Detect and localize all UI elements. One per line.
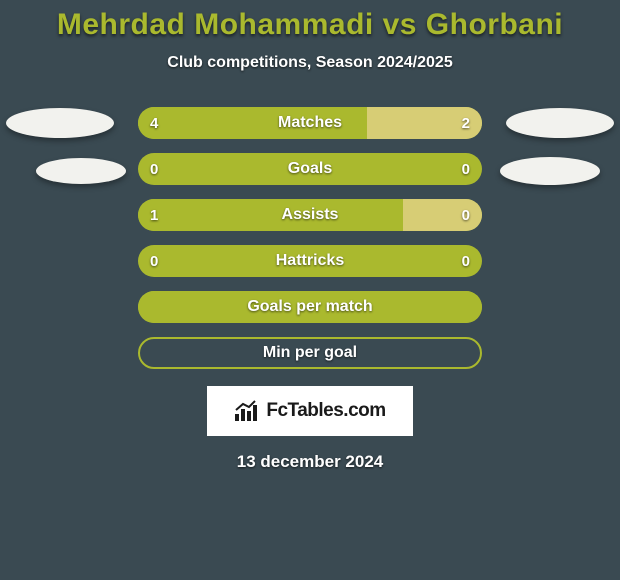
player-oval-left [6, 108, 114, 138]
logo-box: FcTables.com [207, 386, 413, 436]
player-oval-right [500, 157, 600, 185]
date-label: 13 december 2024 [0, 452, 620, 472]
player-oval-right [506, 108, 614, 138]
stat-value-right: 0 [462, 153, 470, 185]
stat-row: 0 0Goals [0, 152, 620, 198]
stats-rows: 42Matches00Goals10Assists00HattricksGoal… [0, 106, 620, 382]
bar-fill-right [403, 199, 482, 231]
stat-label: Min per goal [140, 339, 480, 367]
bar-fill-right [367, 107, 482, 139]
stat-row: 0 0Hattricks [0, 244, 620, 290]
stat-bar: 0 0Hattricks [138, 245, 482, 277]
container: Mehrdad Mohammadi vs Ghorbani Club compe… [0, 0, 620, 580]
bar-fill-left [138, 199, 403, 231]
barchart-icon [234, 400, 260, 422]
stat-row: 10Assists [0, 198, 620, 244]
stat-label: Hattricks [138, 245, 482, 277]
subtitle: Club competitions, Season 2024/2025 [0, 54, 620, 72]
stat-value-left: 0 [150, 153, 158, 185]
stat-row: 42Matches [0, 106, 620, 152]
stat-bar: Min per goal [138, 337, 482, 369]
stat-value-right: 0 [462, 245, 470, 277]
stat-bar: Goals per match [138, 291, 482, 323]
bar-fill-left [138, 107, 367, 139]
bar-fill-left [138, 291, 482, 323]
page-title: Mehrdad Mohammadi vs Ghorbani [0, 8, 620, 42]
stat-row: Goals per match [0, 290, 620, 336]
stat-bar: 42Matches [138, 107, 482, 139]
stat-bar: 10Assists [138, 199, 482, 231]
stat-value-left: 0 [150, 245, 158, 277]
stat-row: Min per goal [0, 336, 620, 382]
logo-text: FcTables.com [266, 400, 385, 422]
stat-bar: 0 0Goals [138, 153, 482, 185]
player-oval-left [36, 158, 126, 184]
stat-label: Goals [138, 153, 482, 185]
